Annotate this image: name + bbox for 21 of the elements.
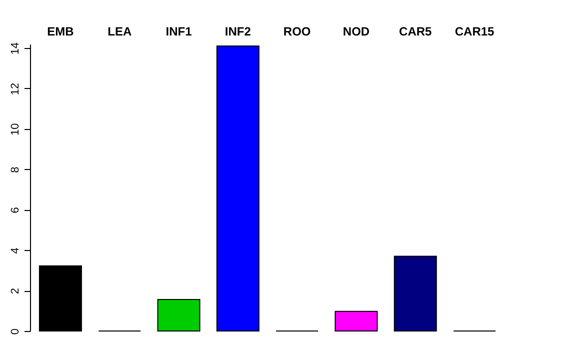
y-tick-label: 2	[10, 288, 22, 294]
x-tick-label: INF1	[166, 24, 192, 38]
bar	[216, 46, 260, 332]
x-tick-label: INF2	[224, 24, 252, 38]
y-tick-label: 12	[10, 82, 22, 96]
x-tick-label: CAR5	[399, 24, 432, 38]
x-tick-label: LEA	[108, 24, 132, 38]
x-tick-label: EMB	[47, 24, 74, 38]
x-tick-label: ROO	[283, 24, 311, 38]
y-tick-label: 8	[10, 166, 22, 173]
x-tick-label: NOD	[342, 24, 370, 38]
bar	[334, 310, 378, 332]
bar	[394, 256, 437, 332]
y-tick-label: 14	[10, 42, 22, 55]
y-tick-label: 10	[10, 123, 22, 136]
y-tick-label: 4	[10, 248, 22, 254]
y-tick-label: 0	[10, 328, 22, 335]
bar	[157, 298, 200, 332]
x-tick-label: CAR15	[454, 24, 495, 38]
bar	[38, 265, 82, 332]
y-tick-label: 6	[10, 207, 22, 214]
